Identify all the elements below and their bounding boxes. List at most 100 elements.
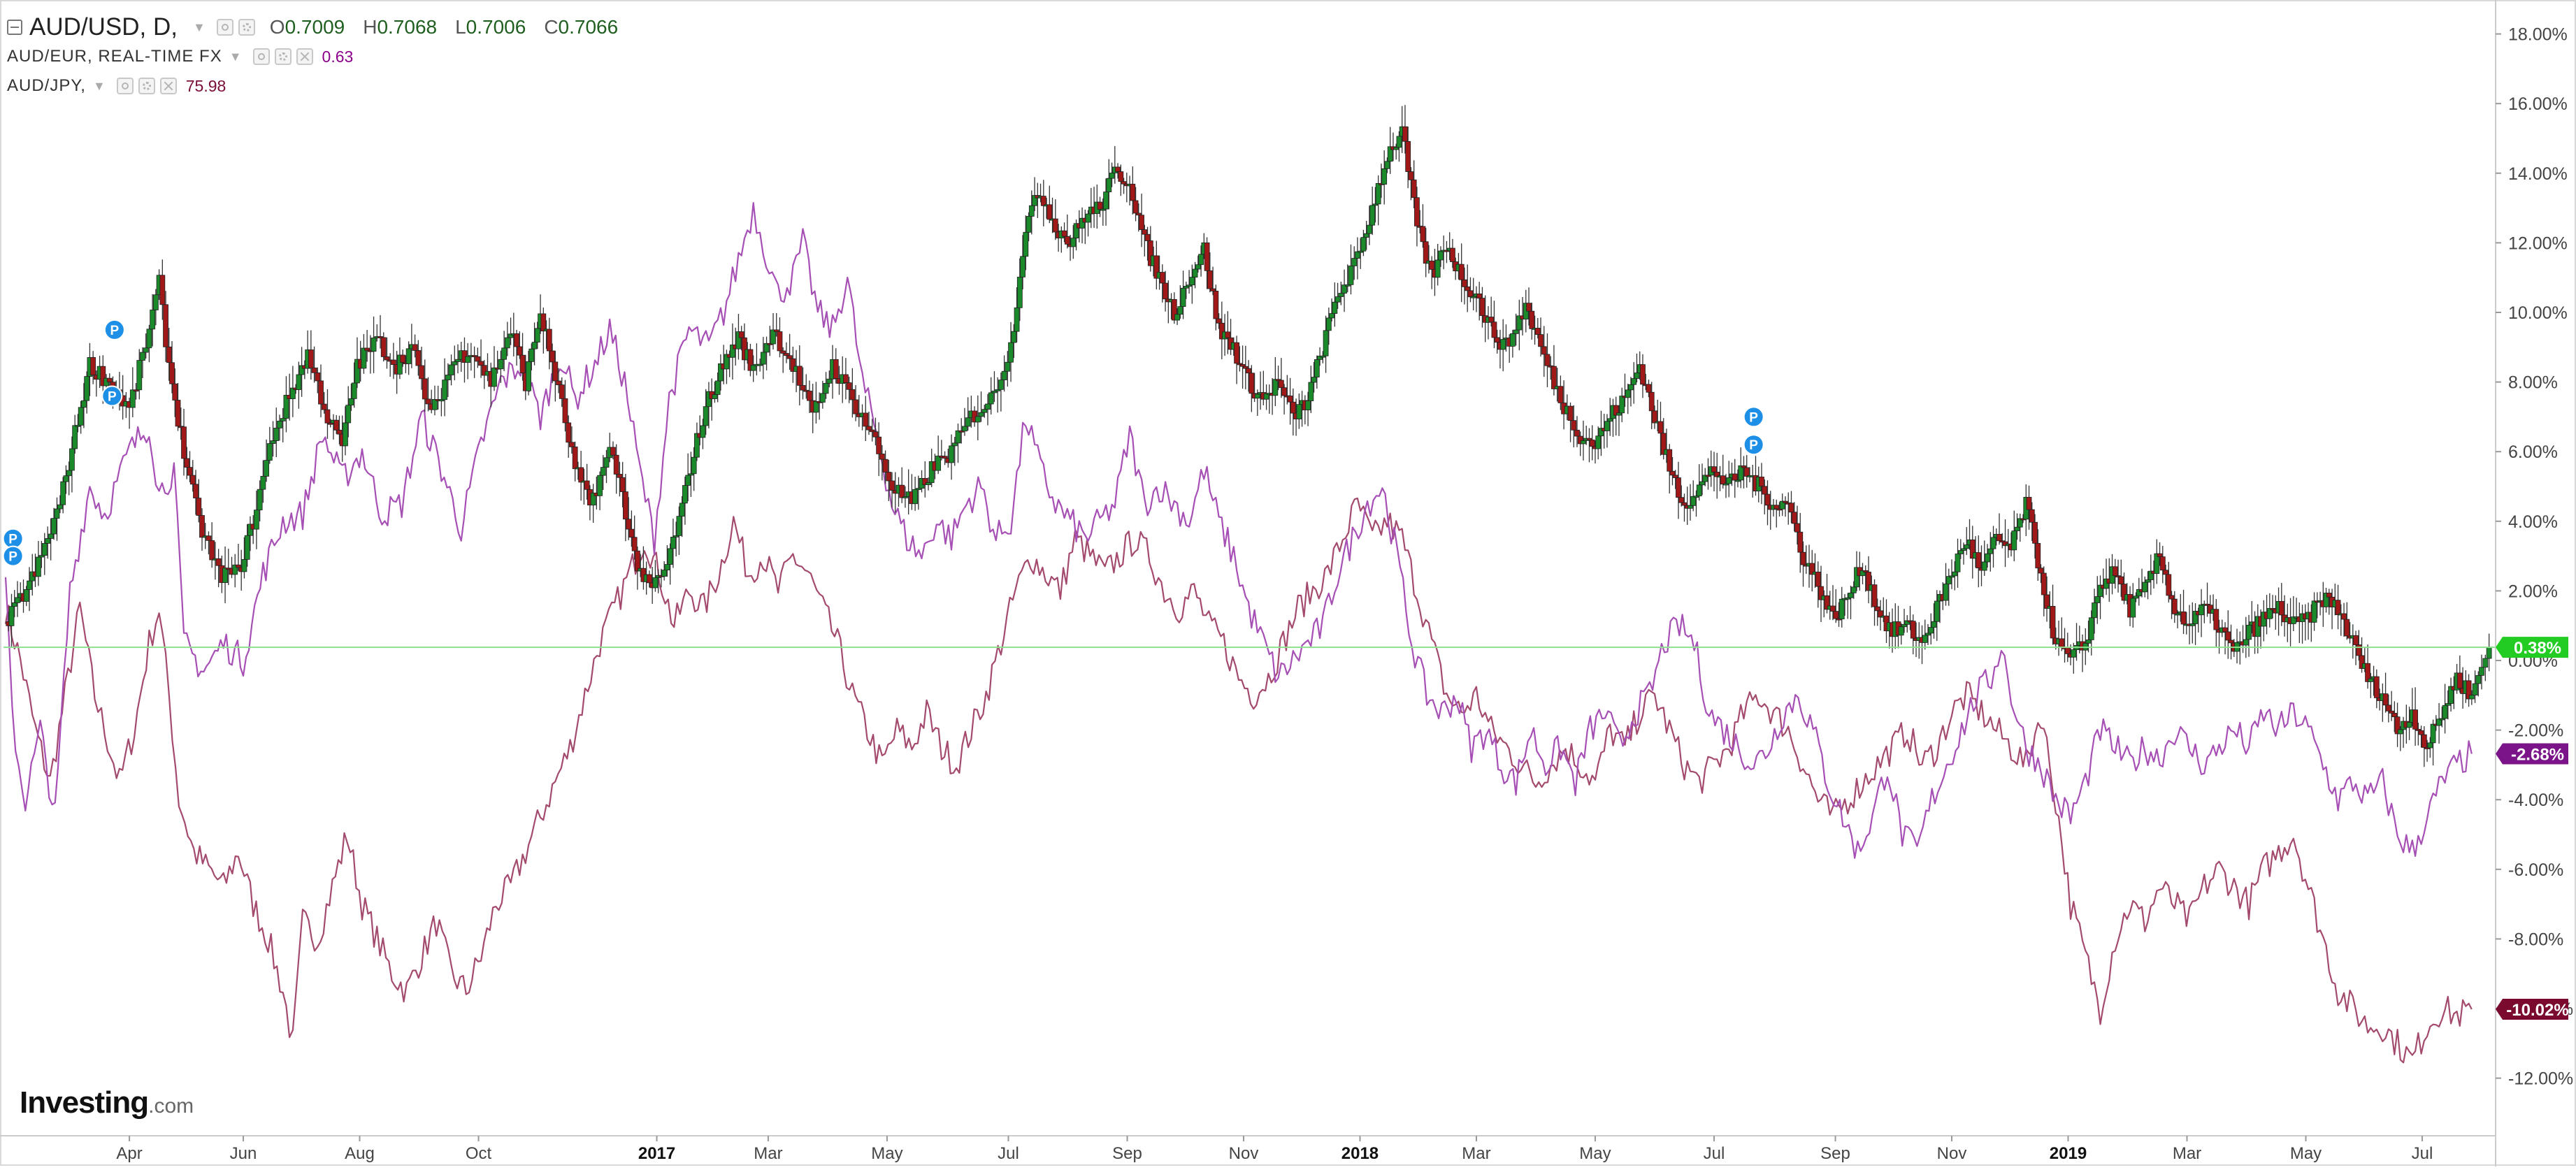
candle	[51, 518, 57, 535]
candle	[1079, 217, 1085, 229]
gear-icon[interactable]	[274, 48, 292, 65]
candle	[1657, 421, 1664, 434]
candle	[863, 412, 869, 427]
candle	[2266, 608, 2273, 619]
candle	[1646, 384, 1652, 393]
candle	[69, 448, 75, 471]
audusd-candles-layer	[6, 105, 2492, 767]
chevron-down-icon[interactable]: ▼	[229, 49, 242, 64]
candle	[1705, 475, 1711, 477]
candle	[196, 498, 202, 516]
y-tick-label: 18.00%	[2508, 25, 2568, 45]
x-tick-label: Sep	[1112, 1144, 1142, 1163]
y-tick-label: 4.00%	[2508, 512, 2558, 532]
candle	[1121, 181, 1127, 185]
candle	[396, 354, 403, 375]
candle	[1824, 595, 1830, 610]
x-tick-label: Jul	[2412, 1144, 2433, 1163]
event-marker-pin-icon[interactable]: P	[2, 545, 24, 567]
candle	[738, 331, 744, 338]
candle	[974, 416, 981, 423]
x-tick-label: May	[871, 1144, 902, 1163]
event-marker-pin-icon[interactable]: P	[103, 319, 125, 340]
candle	[412, 344, 418, 351]
candle	[1028, 205, 1035, 217]
candle	[872, 431, 879, 438]
candle	[2064, 647, 2071, 654]
candle	[552, 361, 559, 382]
candle	[1429, 260, 1435, 270]
candle	[2225, 631, 2231, 641]
candle	[38, 555, 45, 558]
candle	[1538, 334, 1544, 347]
overlay-value-audeur: 0.63	[322, 47, 354, 66]
y-tick-label: 2.00%	[2508, 582, 2558, 601]
candle	[1263, 393, 1269, 400]
x-tick-label: 2018	[1341, 1144, 1379, 1163]
candle	[1688, 505, 1693, 509]
close-icon[interactable]	[296, 48, 313, 65]
candle	[498, 359, 504, 370]
candle	[438, 399, 445, 402]
event-marker-pin-icon[interactable]: P	[2, 528, 24, 549]
x-tick-label: Sep	[1820, 1144, 1850, 1163]
candle	[351, 382, 357, 399]
candle	[773, 329, 779, 332]
candle	[1272, 379, 1279, 396]
overlay-symbol-audeur[interactable]: AUD/EUR, REAL-TIME FX	[7, 47, 222, 66]
candle	[2163, 570, 2168, 575]
eye-icon[interactable]	[116, 78, 134, 94]
candle	[1308, 382, 1314, 401]
candle	[685, 475, 691, 486]
event-marker-pin-icon[interactable]: P	[1743, 434, 1764, 456]
candle	[343, 422, 348, 447]
candle	[1859, 570, 1866, 577]
candle	[2475, 674, 2482, 684]
candle	[2468, 695, 2475, 700]
candle	[45, 538, 51, 544]
candle	[566, 422, 572, 443]
candle	[72, 425, 78, 449]
main-symbol[interactable]: AUD/USD, D,	[29, 13, 178, 41]
candle	[2159, 556, 2166, 571]
gear-icon[interactable]	[238, 19, 255, 36]
candle	[770, 329, 776, 345]
candle	[106, 377, 113, 383]
candle	[2154, 553, 2160, 575]
candle	[1586, 438, 1592, 440]
candle	[849, 389, 856, 400]
candle	[1797, 531, 1804, 553]
candle	[2157, 553, 2163, 558]
candle	[958, 430, 965, 433]
candle	[1693, 496, 1699, 498]
overlay-symbol-audjpy[interactable]: AUD/JPY,	[7, 76, 86, 95]
candle	[647, 574, 652, 584]
candle	[452, 361, 458, 366]
chevron-down-icon[interactable]: ▼	[92, 78, 106, 93]
candle	[2189, 623, 2196, 626]
candle	[222, 568, 228, 583]
candle	[1526, 303, 1532, 312]
candle	[264, 460, 269, 477]
candle	[1360, 237, 1367, 252]
eye-icon[interactable]	[252, 48, 270, 65]
collapse-icon[interactable]	[7, 20, 22, 35]
candle	[559, 384, 565, 399]
y-tick-label: 8.00%	[2508, 373, 2558, 393]
x-tick-label: May	[2290, 1144, 2322, 1163]
close-icon[interactable]	[159, 78, 177, 94]
chevron-down-icon[interactable]: ▼	[192, 20, 206, 34]
candle	[27, 580, 32, 590]
candle	[682, 485, 688, 504]
candle	[432, 399, 438, 410]
candle	[1085, 213, 1091, 223]
audjpy-line	[4, 497, 2473, 1064]
gear-icon[interactable]	[138, 78, 155, 94]
event-marker-pin-icon[interactable]: P	[101, 385, 123, 407]
event-marker-pin-icon[interactable]: P	[1743, 406, 1764, 428]
eye-icon[interactable]	[216, 19, 233, 36]
candle	[679, 503, 685, 517]
candle	[988, 392, 994, 405]
